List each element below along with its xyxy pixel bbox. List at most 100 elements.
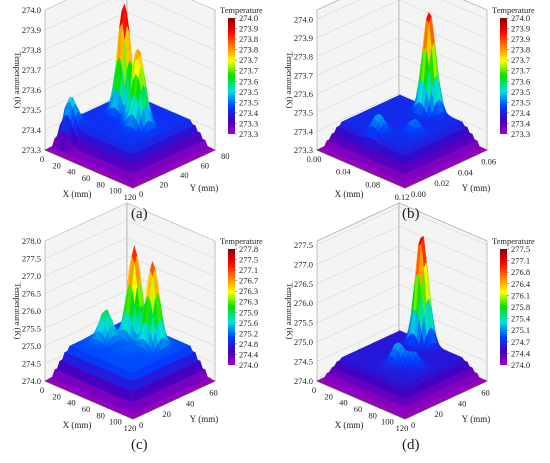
- y-axis-line: [132, 149, 216, 189]
- colorbar-tick-label: 274.4: [239, 349, 259, 359]
- z-tick-label: 275.5: [294, 318, 313, 328]
- x-tick-label: 60: [82, 404, 91, 414]
- colorbar-tick-label: 275.6: [239, 318, 258, 328]
- grid-line: [44, 255, 216, 294]
- colorbar-tick-label: 274.7: [511, 337, 530, 347]
- colorbar-tick-label: 277.5: [239, 255, 258, 265]
- z-tick-label: 278.0: [22, 236, 41, 246]
- colorbar-tick-label: 273.7: [239, 55, 258, 65]
- colorbar-title: Temperature: [492, 5, 535, 15]
- colorbar-tick-label: 273.7: [239, 66, 258, 76]
- y-tick-label: 40: [186, 398, 195, 408]
- colorbar-tick-label: 273.4: [511, 108, 531, 118]
- grid-line: [316, 93, 488, 132]
- colorbar-tick-label: 273.3: [239, 118, 258, 128]
- colorbar-tick-label: 273.5: [511, 97, 530, 107]
- x-tick-label: 80: [96, 410, 105, 420]
- surface-mesh: [44, 3, 216, 189]
- x-tick-label: 0: [40, 154, 44, 164]
- x-tick-label: 80: [96, 179, 105, 189]
- colorbar-tick-label: 274.8: [239, 339, 258, 349]
- colorbar: [228, 249, 235, 365]
- z-tick-label: 276.0: [22, 306, 41, 316]
- x-tick-label: 100: [109, 417, 122, 427]
- grid-line: [316, 55, 488, 95]
- panel-label-c: (c): [131, 437, 148, 453]
- x-tick-label: 120: [396, 423, 409, 433]
- grid-line: [316, 37, 488, 76]
- colorbar-tick-label: 277.5: [511, 244, 530, 254]
- x-tick-label: 120: [124, 192, 137, 202]
- x-tick-label: 40: [339, 398, 348, 408]
- z-tick-label: 274.5: [294, 357, 313, 367]
- y-tick-label: 0.02: [434, 178, 449, 188]
- z-tick-label: 276.5: [22, 289, 41, 299]
- colorbar-tick-label: 273.9: [511, 34, 530, 44]
- colorbar-tick-label: 273.6: [511, 76, 530, 86]
- x-axis-line: [44, 149, 134, 189]
- colorbar-tick-label: 274.0: [511, 360, 530, 370]
- panels-layer: 273.3273.4273.5273.6273.7273.8273.9274.0…: [13, 0, 535, 433]
- z-tick-label: 274.0: [22, 376, 41, 386]
- colorbar-tick-label: 273.4: [239, 108, 259, 118]
- colorbar-tick-label: 273.7: [511, 66, 530, 76]
- colorbar-tick-label: 273.8: [239, 45, 258, 55]
- z-tick-label: 274.0: [294, 14, 313, 24]
- panel-label-d: (d): [402, 437, 420, 453]
- y-tick-label: 60: [209, 387, 218, 397]
- z-tick-label: 274.0: [22, 5, 41, 15]
- colorbar-tick-label: 273.3: [511, 129, 530, 139]
- grid-line: [44, 220, 216, 259]
- y-tick-label: 0: [411, 420, 415, 430]
- colorbar-tick-label: 273.3: [239, 129, 258, 139]
- y-tick-label: 0: [139, 189, 143, 199]
- y-tick-label: 40: [458, 398, 467, 408]
- colorbar-tick-label: 273.5: [239, 87, 258, 97]
- z-tick-label: 277.0: [22, 271, 41, 281]
- y-tick-label: 80: [221, 151, 230, 161]
- z-tick-label: 273.4: [22, 125, 42, 135]
- colorbar-tick-label: 275.9: [239, 307, 258, 317]
- y-tick-label: 40: [180, 170, 189, 180]
- panel-label-b: (b): [402, 206, 420, 222]
- y-tick-label: 0.00: [411, 189, 426, 199]
- z-tick-label: 277.5: [22, 254, 41, 264]
- x-tick-label: 80: [368, 410, 377, 420]
- colorbar-tick-label: 276.3: [239, 297, 258, 307]
- colorbar-tick-label: 275.2: [239, 328, 258, 338]
- z-tick-label: 273.9: [294, 33, 313, 43]
- colorbar-tick-label: 275.4: [511, 314, 531, 324]
- x-axis-title: X (mm): [335, 420, 364, 430]
- colorbar-title: Temperature: [220, 5, 263, 15]
- y-tick-label: 60: [201, 161, 210, 171]
- z-tick-label: 273.6: [294, 89, 313, 99]
- z-tick-label: 276.0: [294, 298, 313, 308]
- surface-panel: 273.3273.4273.5273.6273.7273.8273.9274.0…: [13, 0, 263, 202]
- colorbar-tick-label: 273.4: [511, 118, 531, 128]
- z-tick-label: 273.4: [294, 126, 314, 136]
- colorbar-tick-label: 273.5: [511, 87, 530, 97]
- colorbar-tick-label: 274.4: [511, 348, 531, 358]
- z-tick-label: 273.5: [22, 105, 41, 115]
- z-axis-title: Temperature (K): [285, 283, 295, 340]
- colorbar-tick-label: 274.0: [239, 13, 258, 23]
- colorbar-tick-label: 275.1: [511, 325, 530, 335]
- x-tick-label: 20: [324, 391, 333, 401]
- x-tick-label: 0.00: [307, 154, 322, 164]
- z-axis-title: Temperature (K): [285, 52, 295, 109]
- colorbar-tick-label: 274.0: [239, 360, 258, 370]
- z-tick-label: 274.5: [22, 359, 41, 369]
- z-tick-label: 273.7: [22, 65, 41, 75]
- y-axis-title: Y (mm): [462, 183, 490, 193]
- z-tick-label: 273.8: [294, 52, 313, 62]
- surface-panel: 274.0274.5275.0275.5276.0276.5277.0277.5…: [285, 202, 535, 433]
- colorbar-tick-label: 273.8: [511, 45, 530, 55]
- y-tick-label: 0.06: [481, 156, 496, 166]
- y-axis-line: [404, 149, 488, 189]
- x-axis-line: [316, 149, 406, 189]
- grid-line: [316, 0, 488, 20]
- z-tick-label: 273.3: [22, 145, 41, 155]
- z-tick-label: 275.0: [22, 341, 41, 351]
- x-tick-label: 0.04: [336, 167, 352, 177]
- grid-line: [44, 237, 216, 277]
